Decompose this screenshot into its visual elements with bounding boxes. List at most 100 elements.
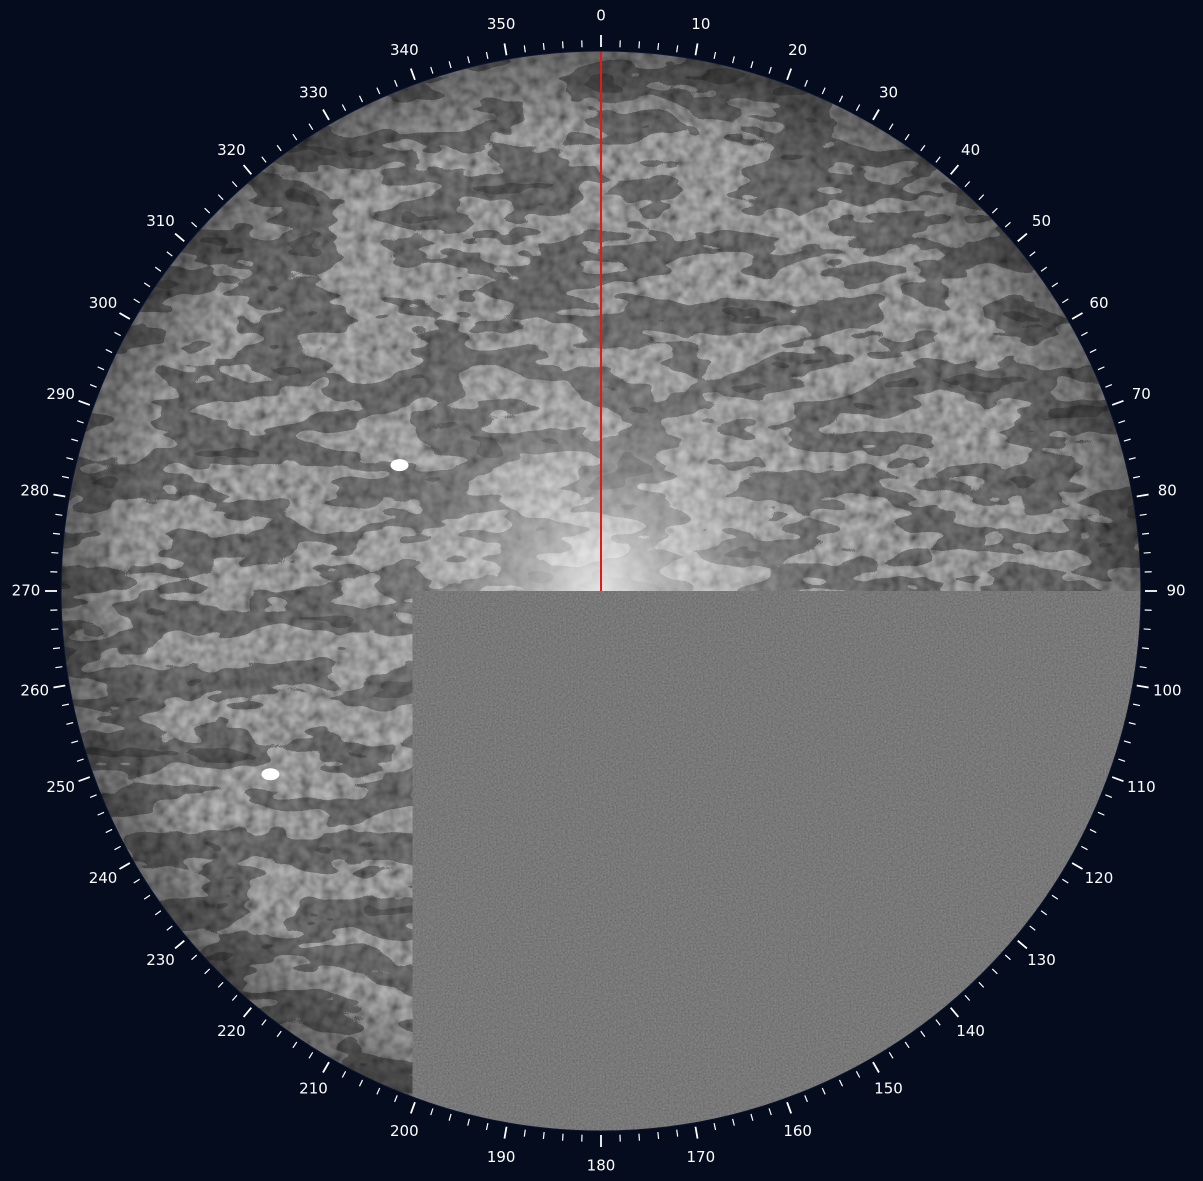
bearing-minor-tick: [1105, 794, 1113, 798]
bearing-minor-tick: [1062, 298, 1069, 304]
bearing-minor-tick: [261, 156, 267, 163]
bearing-label-250: 250: [46, 778, 75, 796]
bearing-minor-tick: [231, 181, 238, 188]
bearing-major-tick: [53, 493, 66, 498]
bearing-minor-tick: [231, 994, 238, 1001]
bearing-minor-tick: [964, 994, 971, 1001]
bearing-minor-tick: [52, 647, 61, 650]
bearing-label-40: 40: [961, 141, 980, 159]
bearing-label-120: 120: [1085, 869, 1114, 887]
bearing-label-110: 110: [1127, 778, 1156, 796]
bearing-labels: 0 10 20 30 40 50 60 70 80 90 100 110 120 130 140 150 160…: [12, 7, 1186, 1175]
bearing-label-10: 10: [691, 15, 710, 33]
bearing-major-tick: [409, 1101, 416, 1114]
bearing-minor-tick: [1029, 251, 1036, 257]
bearing-label-340: 340: [390, 41, 419, 59]
bearing-minor-tick: [467, 1118, 470, 1126]
bearing-label-140: 140: [956, 1022, 985, 1040]
bearing-minor-tick: [1081, 845, 1088, 851]
bearing-minor-tick: [217, 981, 224, 988]
bearing-label-130: 130: [1027, 951, 1056, 969]
bearing-minor-tick: [89, 794, 97, 798]
bearing-major-tick: [78, 399, 91, 406]
bearing-minor-tick: [292, 133, 298, 141]
bearing-minor-tick: [1141, 647, 1150, 650]
bearing-major-tick: [1136, 684, 1149, 689]
bearing-minor-tick: [1029, 925, 1036, 931]
bearing-minor-tick: [935, 1019, 941, 1026]
bearing-minor-tick: [166, 925, 173, 931]
bearing-label-60: 60: [1089, 294, 1108, 312]
bearing-minor-tick: [1089, 348, 1097, 354]
bearing-minor-tick: [154, 266, 162, 272]
bearing-minor-tick: [768, 1108, 772, 1116]
bearing-minor-tick: [467, 56, 470, 64]
bearing-minor-tick: [821, 1087, 826, 1095]
bearing-minor-tick: [204, 968, 211, 975]
bearing-minor-tick: [1118, 420, 1126, 424]
bearing-minor-tick: [732, 1118, 735, 1126]
bearing-minor-tick: [376, 87, 381, 95]
bearing-minor-tick: [261, 1019, 267, 1026]
bearing-label-170: 170: [687, 1148, 716, 1166]
bearing-minor-tick: [358, 95, 364, 103]
bearing-minor-tick: [1040, 910, 1048, 916]
bearing-major-tick: [1017, 232, 1028, 243]
bearing-minor-tick: [732, 56, 735, 64]
bearing-label-50: 50: [1032, 212, 1051, 230]
bearing-major-tick: [694, 43, 699, 56]
bearing-minor-tick: [154, 910, 162, 916]
bearing-minor-tick: [1128, 722, 1136, 725]
bearing-minor-tick: [804, 1095, 808, 1103]
bearing-minor-tick: [888, 1052, 894, 1059]
bearing-major-tick: [322, 109, 330, 121]
bearing-minor-tick: [1040, 266, 1048, 272]
bearing-minor-tick: [1062, 878, 1069, 884]
bearing-label-320: 320: [217, 141, 246, 159]
bearing-minor-tick: [71, 438, 79, 442]
bearing-minor-tick: [376, 1087, 381, 1095]
bearing-minor-tick: [676, 45, 679, 53]
bearing-minor-tick: [358, 1079, 364, 1087]
bearing-label-230: 230: [146, 951, 175, 969]
bearing-minor-tick: [133, 298, 140, 304]
bearing-minor-tick: [394, 79, 398, 87]
bearing-label-310: 310: [146, 212, 175, 230]
bearing-minor-tick: [964, 181, 971, 188]
bearing-minor-tick: [991, 207, 998, 214]
bearing-minor-tick: [1097, 811, 1105, 816]
bearing-minor-tick: [855, 104, 861, 111]
bearing-major-tick: [1111, 399, 1124, 406]
bearing-major-tick: [174, 939, 185, 950]
bearing-minor-tick: [341, 104, 347, 111]
bearing-major-tick: [786, 68, 793, 81]
bearing-minor-tick: [114, 845, 121, 851]
bearing-minor-tick: [341, 1071, 347, 1078]
bearing-major-tick: [872, 1061, 880, 1073]
bearing-minor-tick: [1123, 438, 1131, 442]
bearing-minor-tick: [1097, 366, 1105, 371]
bearing-minor-tick: [904, 1041, 910, 1049]
bearing-minor-tick: [143, 894, 151, 900]
bearing-label-260: 260: [20, 681, 49, 699]
targets-layer: [261, 459, 409, 781]
bearing-minor-tick: [750, 61, 754, 69]
bearing-minor-tick: [55, 513, 63, 516]
bearing-minor-tick: [935, 156, 941, 163]
bearing-label-180: 180: [587, 1157, 616, 1175]
bearing-minor-tick: [89, 384, 97, 388]
bearing-major-tick: [949, 164, 960, 175]
bearing-minor-tick: [1139, 666, 1147, 669]
bearing-label-160: 160: [783, 1122, 812, 1140]
bearing-minor-tick: [394, 1095, 398, 1103]
bearing-minor-tick: [114, 331, 121, 337]
bearing-label-210: 210: [299, 1079, 328, 1097]
bearing-minor-tick: [1141, 532, 1150, 535]
bearing-label-30: 30: [879, 84, 898, 102]
bearing-minor-tick: [768, 66, 772, 74]
bearing-label-270: 270: [12, 582, 41, 600]
bearing-label-0: 0: [596, 7, 606, 25]
bearing-minor-tick: [217, 194, 224, 201]
bearing-minor-tick: [1051, 894, 1059, 900]
